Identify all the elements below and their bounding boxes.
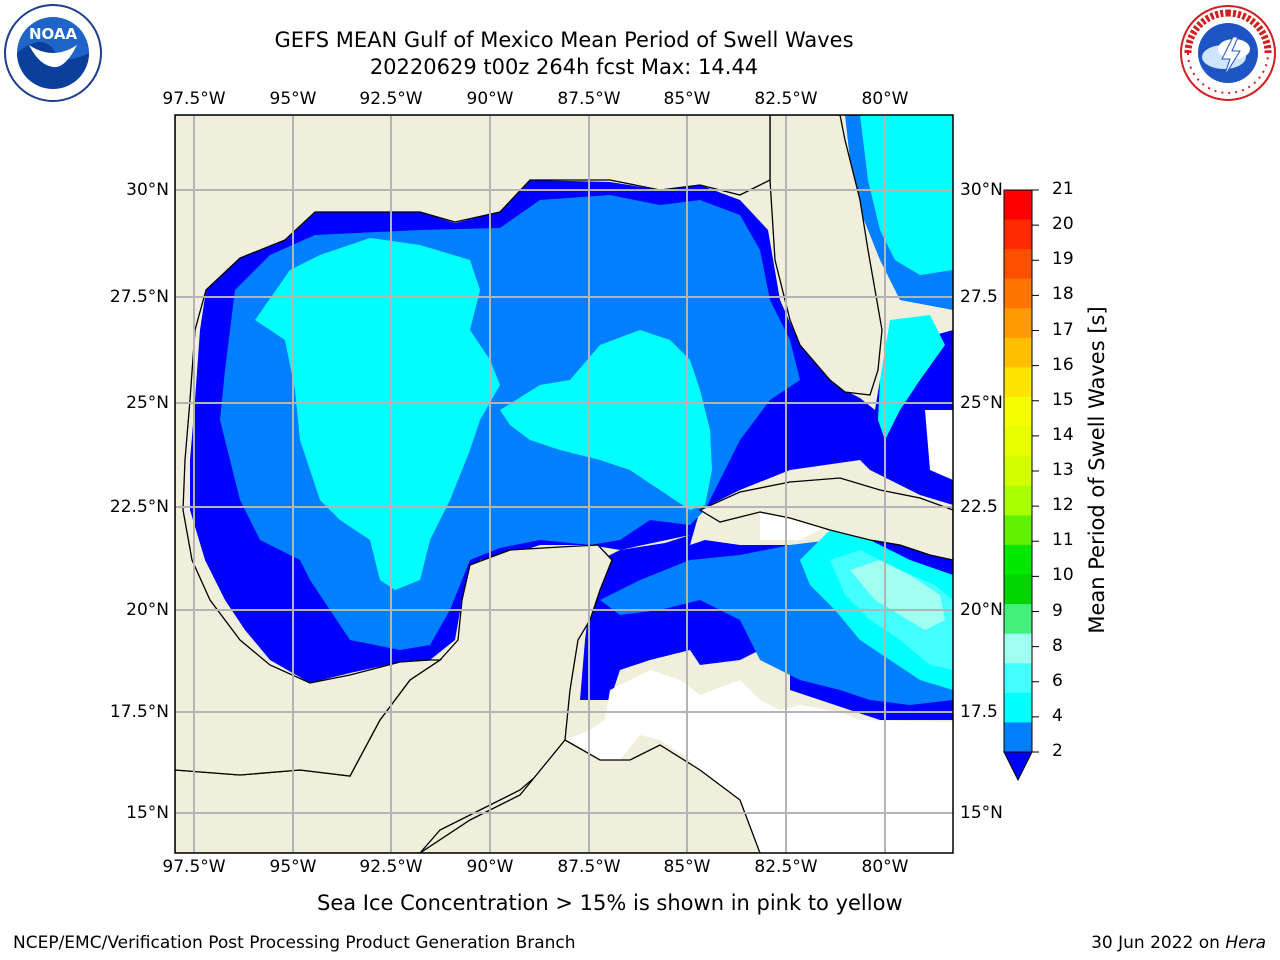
colorbar-swatch xyxy=(1004,722,1032,753)
colorbar-swatch xyxy=(1004,604,1032,635)
lat-label-left: 22.5°N xyxy=(109,497,169,517)
lat-label-left: 17.5°N xyxy=(109,702,169,722)
nws-logo xyxy=(1180,5,1276,101)
colorbar-tick-label: 4 xyxy=(1052,705,1063,726)
lon-label-bottom: 82.5°W xyxy=(754,857,818,877)
colorbar-tick-label: 2 xyxy=(1052,741,1063,761)
colorbar-swatch xyxy=(1004,190,1032,221)
footer-credit: NCEP/EMC/Verification Post Processing Pr… xyxy=(13,933,576,953)
colorbar-swatch xyxy=(1004,544,1032,576)
colorbar-tick-label: 8 xyxy=(1052,635,1063,656)
lon-label-top: 90°W xyxy=(466,89,514,109)
colorbar-swatch xyxy=(1004,515,1032,546)
lon-label-top: 95°W xyxy=(269,89,317,109)
atlantic-core-south xyxy=(878,315,945,440)
map-frame xyxy=(174,114,954,854)
lat-label-left: 15°N xyxy=(126,803,169,823)
chart-subtitle: 20220629 t00z 264h fcst Max: 14.44 xyxy=(369,55,759,79)
caribbean-core-peak xyxy=(850,560,945,630)
footer-date-text: 30 Jun 2022 on xyxy=(1091,933,1226,953)
ice-caption: Sea Ice Concentration > 15% is shown in … xyxy=(317,891,903,915)
lon-label-bottom: 95°W xyxy=(269,857,317,877)
lat-label-left: 25°N xyxy=(126,393,169,413)
colorbar-tick-label: 14 xyxy=(1052,424,1074,445)
texas-coast-land xyxy=(175,115,771,777)
atlantic-no-data xyxy=(925,410,953,480)
cuba-land xyxy=(698,477,953,561)
colorbar-swatch xyxy=(1004,397,1032,428)
colorbar-swatch xyxy=(1004,574,1032,605)
colorbar-swatch xyxy=(1004,456,1032,487)
graticule xyxy=(175,115,953,853)
colorbar-tick-label: 13 xyxy=(1052,460,1074,480)
colorbar-frame xyxy=(1003,189,1033,753)
colorbar-swatch xyxy=(1004,426,1032,457)
colorbar-tick-label: 10 xyxy=(1052,565,1074,586)
lat-label-right: 30°N xyxy=(960,180,1003,200)
lon-label-top: 85°W xyxy=(663,89,711,109)
colorbar-tick-label: 18 xyxy=(1052,284,1074,305)
colorbar-tick-label: 17 xyxy=(1052,319,1074,340)
colorbar-swatch xyxy=(1004,692,1032,723)
gulf-core-central xyxy=(500,330,712,510)
lon-label-top: 97.5°W xyxy=(162,89,226,109)
colorbar-tick-label: 9 xyxy=(1052,600,1063,621)
colorbar-tick-label: 16 xyxy=(1052,354,1074,375)
lon-label-top: 92.5°W xyxy=(359,89,423,109)
lon-label-bottom: 80°W xyxy=(861,857,909,877)
colorbar-swatch xyxy=(1004,633,1032,664)
colorbar xyxy=(1003,189,1039,782)
footer-host: Hera xyxy=(1225,933,1266,953)
lon-label-top: 80°W xyxy=(861,89,909,109)
atlantic-core xyxy=(860,115,953,275)
gulf-core-west xyxy=(255,238,500,590)
lat-label-right: 25°N xyxy=(960,393,1003,413)
colorbar-tick-label: 6 xyxy=(1052,670,1063,691)
lat-label-left: 30°N xyxy=(126,180,169,200)
colorbar-swatch xyxy=(1004,663,1032,694)
chart-title: GEFS MEAN Gulf of Mexico Mean Period of … xyxy=(274,28,854,52)
lon-label-bottom: 92.5°W xyxy=(359,857,423,877)
colorbar-swatch xyxy=(1004,219,1032,250)
lat-label-right: 15°N xyxy=(960,803,1003,823)
lat-label-right: 27.5 xyxy=(960,287,998,307)
lat-label-right: 22.5 xyxy=(960,497,998,517)
lat-label-right: 20°N xyxy=(960,600,1003,620)
lon-label-top: 82.5°W xyxy=(754,89,818,109)
caribbean-no-data xyxy=(565,670,953,853)
colorbar-extend-triangle xyxy=(1003,751,1033,782)
florida-land xyxy=(769,115,883,396)
colorbar-swatch xyxy=(1004,249,1032,280)
colorbar-tick-label: 21 xyxy=(1052,179,1074,199)
lon-label-bottom: 85°W xyxy=(663,857,711,877)
lon-label-bottom: 90°W xyxy=(466,857,514,877)
colorbar-tick-label: 20 xyxy=(1052,214,1074,235)
colorbar-tick-label: 12 xyxy=(1052,495,1074,516)
colorbar-swatch xyxy=(1004,337,1032,368)
lat-label-right: 17.5 xyxy=(960,702,998,722)
noaa-logo-text: NOAA xyxy=(29,25,78,43)
lon-label-bottom: 97.5°W xyxy=(162,857,226,877)
colorbar-tick-label: 15 xyxy=(1052,389,1074,410)
colorbar-tick-label: 11 xyxy=(1052,530,1074,551)
colorbar-swatch xyxy=(1004,278,1032,309)
lon-label-bottom: 87.5°W xyxy=(557,857,621,877)
colorbar-swatch xyxy=(1004,367,1032,398)
lon-label-top: 87.5°W xyxy=(557,89,621,109)
colorbar-title: Mean Period of Swell Waves [s] xyxy=(1085,306,1109,634)
lat-label-left: 20°N xyxy=(126,600,169,620)
footer-date: 30 Jun 2022 on Hera xyxy=(1091,933,1266,953)
colorbar-tick-label: 19 xyxy=(1052,249,1074,270)
lat-label-left: 27.5°N xyxy=(109,287,169,307)
colorbar-swatch xyxy=(1004,308,1032,339)
colorbar-swatch xyxy=(1004,485,1032,516)
noaa-logo: NOAA xyxy=(4,4,102,102)
